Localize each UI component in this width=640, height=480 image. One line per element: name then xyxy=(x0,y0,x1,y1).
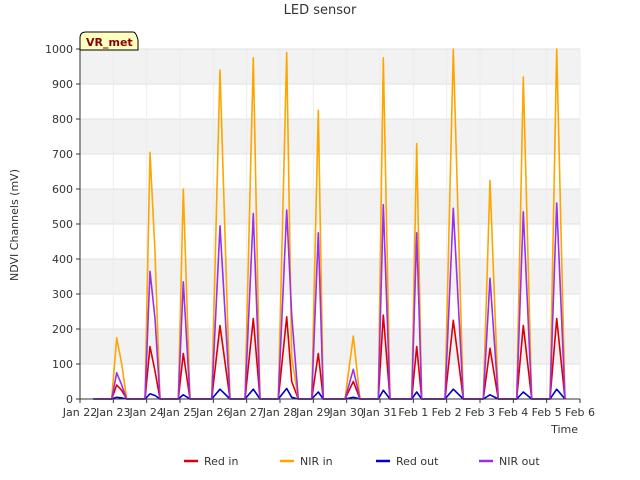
x-tick-label: Jan 28 xyxy=(262,406,297,419)
legend-label-nir-in: NIR in xyxy=(300,455,333,468)
y-tick-label: 400 xyxy=(52,253,73,266)
y-tick-label: 500 xyxy=(52,218,73,231)
legend-label-nir-out: NIR out xyxy=(499,455,540,468)
x-tick-label: Feb 2 xyxy=(432,406,462,419)
y-tick-label: 600 xyxy=(52,183,73,196)
chart-title: LED sensor xyxy=(284,3,357,18)
grid-bands xyxy=(79,48,581,400)
x-tick-label: Jan 22 xyxy=(62,406,97,419)
grid-band xyxy=(80,259,580,294)
y-tick-label: 700 xyxy=(52,148,73,161)
x-tick-label: Feb 1 xyxy=(398,406,428,419)
grid-band xyxy=(80,189,580,224)
y-tick-label: 100 xyxy=(52,358,73,371)
x-tick-label: Jan 30 xyxy=(328,406,363,419)
x-tick-label: Jan 29 xyxy=(295,406,330,419)
grid-band xyxy=(80,49,580,84)
y-tick-label: 900 xyxy=(52,78,73,91)
grid-band xyxy=(80,329,580,364)
legend-label-red-out: Red out xyxy=(396,455,439,468)
x-tick-label: Jan 31 xyxy=(362,406,397,419)
station-badge: VR_met xyxy=(79,31,139,51)
x-axis-label: Time xyxy=(550,423,578,436)
x-tick-label: Feb 3 xyxy=(465,406,495,419)
y-tick-label: 0 xyxy=(66,393,73,406)
x-tick-label: Feb 5 xyxy=(532,406,562,419)
legend: Red in NIR in Red out NIR out xyxy=(184,455,540,468)
legend-label-red-in: Red in xyxy=(204,455,238,468)
y-tick-label: 1000 xyxy=(45,43,73,56)
badge-label: VR_met xyxy=(86,36,133,49)
badge-box xyxy=(79,31,139,51)
y-axis-label: NDVI Channels (mV) xyxy=(8,169,21,281)
grid-band xyxy=(80,119,580,154)
y-tick-label: 200 xyxy=(52,323,73,336)
x-tick-label: Jan 24 xyxy=(128,406,163,419)
y-tick-label: 300 xyxy=(52,288,73,301)
x-tick-label: Feb 6 xyxy=(565,406,595,419)
y-tick-label: 800 xyxy=(52,113,73,126)
x-tick-label: Feb 4 xyxy=(498,406,528,419)
x-tick-label: Jan 23 xyxy=(95,406,130,419)
x-tick-label: Jan 26 xyxy=(195,406,230,419)
x-tick-label: Jan 25 xyxy=(162,406,197,419)
x-tick-label: Jan 27 xyxy=(228,406,263,419)
